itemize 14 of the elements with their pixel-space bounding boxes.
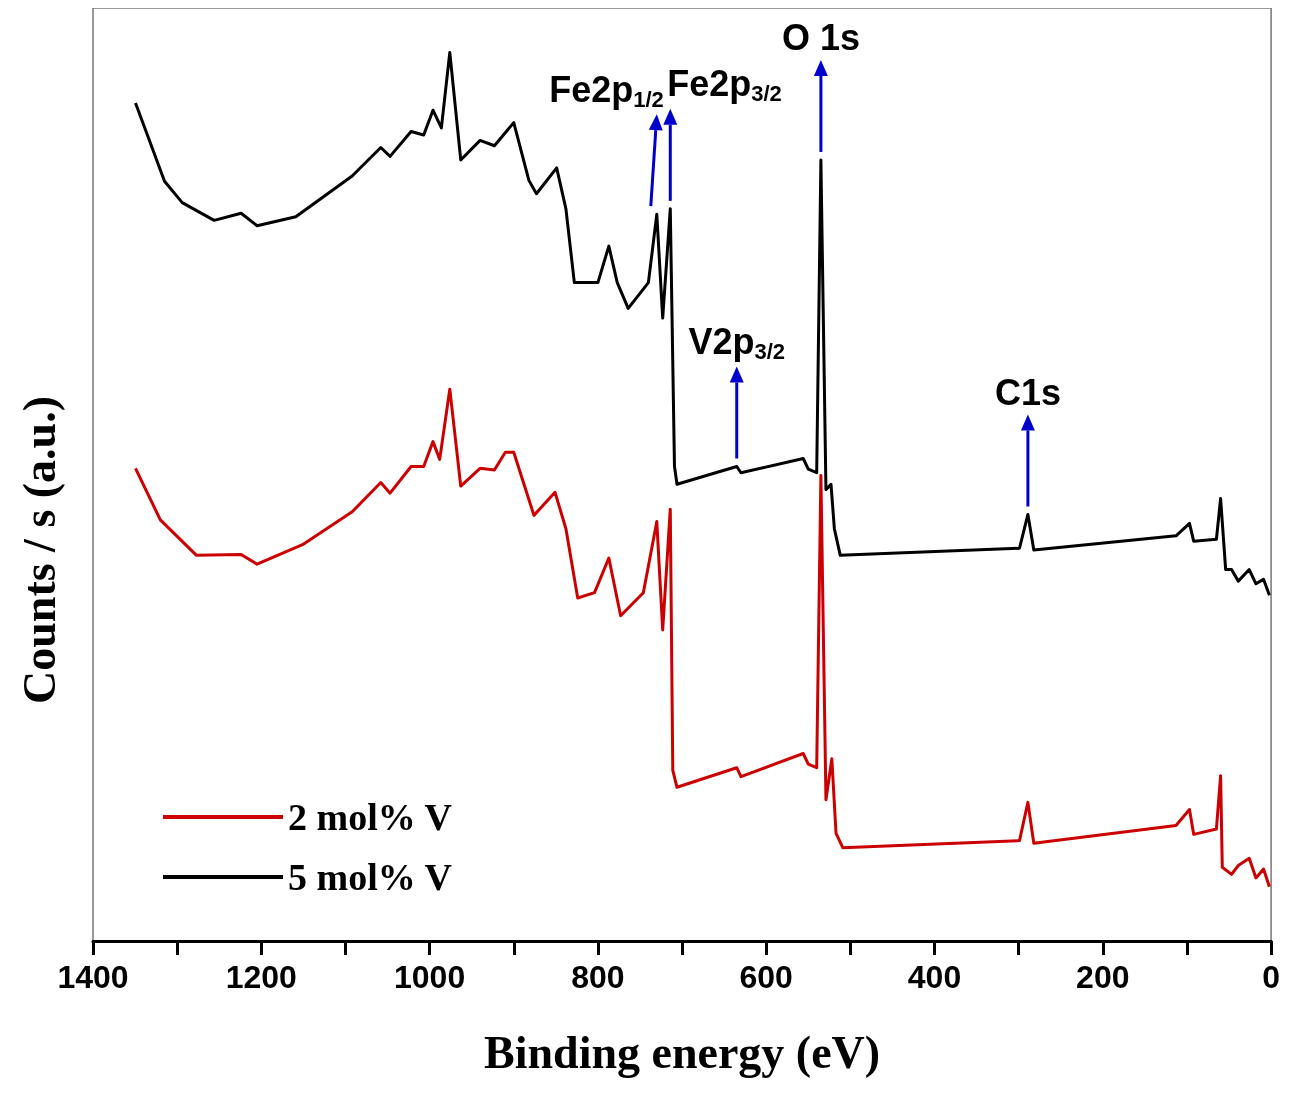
x-tick-label: 1000 <box>394 959 466 995</box>
annotation: O 1s <box>781 17 860 59</box>
x-tick-label: 200 <box>1076 959 1130 995</box>
x-tick-label: 0 <box>1262 959 1280 995</box>
x-tick-label: 1200 <box>225 959 297 995</box>
y-axis-title: Counts / s (a.u.) <box>13 395 65 704</box>
legend-label: 5 mol% V <box>288 856 453 898</box>
x-tick-label: 800 <box>571 959 625 995</box>
x-tick-label: 1400 <box>57 959 129 995</box>
x-tick-label: 600 <box>739 959 793 995</box>
x-tick-label: 400 <box>907 959 962 995</box>
legend-label: 2 mol% V <box>288 796 453 838</box>
x-axis-title: Binding energy (eV) <box>484 1026 881 1078</box>
annotation: C1s <box>994 371 1061 413</box>
